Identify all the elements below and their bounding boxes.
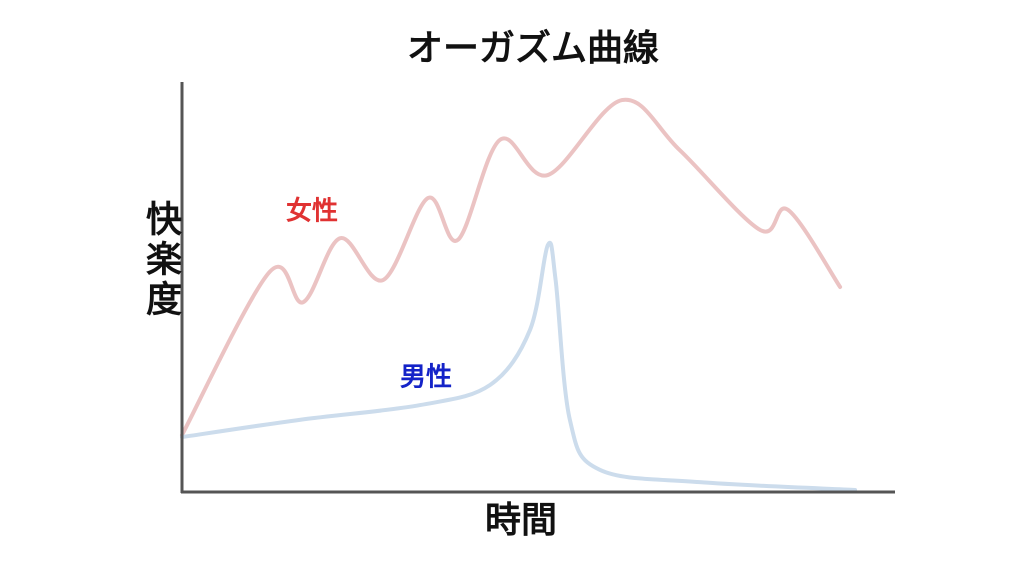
series-line <box>180 241 858 492</box>
series-line <box>180 97 843 438</box>
y-axis-label: 快楽度 <box>140 200 181 320</box>
x-axis-label: 時間 <box>485 500 557 541</box>
series-label: 男性 <box>400 363 452 393</box>
series-label: 女性 <box>286 196 338 227</box>
chart-title: オーガズム曲線 <box>407 27 659 69</box>
